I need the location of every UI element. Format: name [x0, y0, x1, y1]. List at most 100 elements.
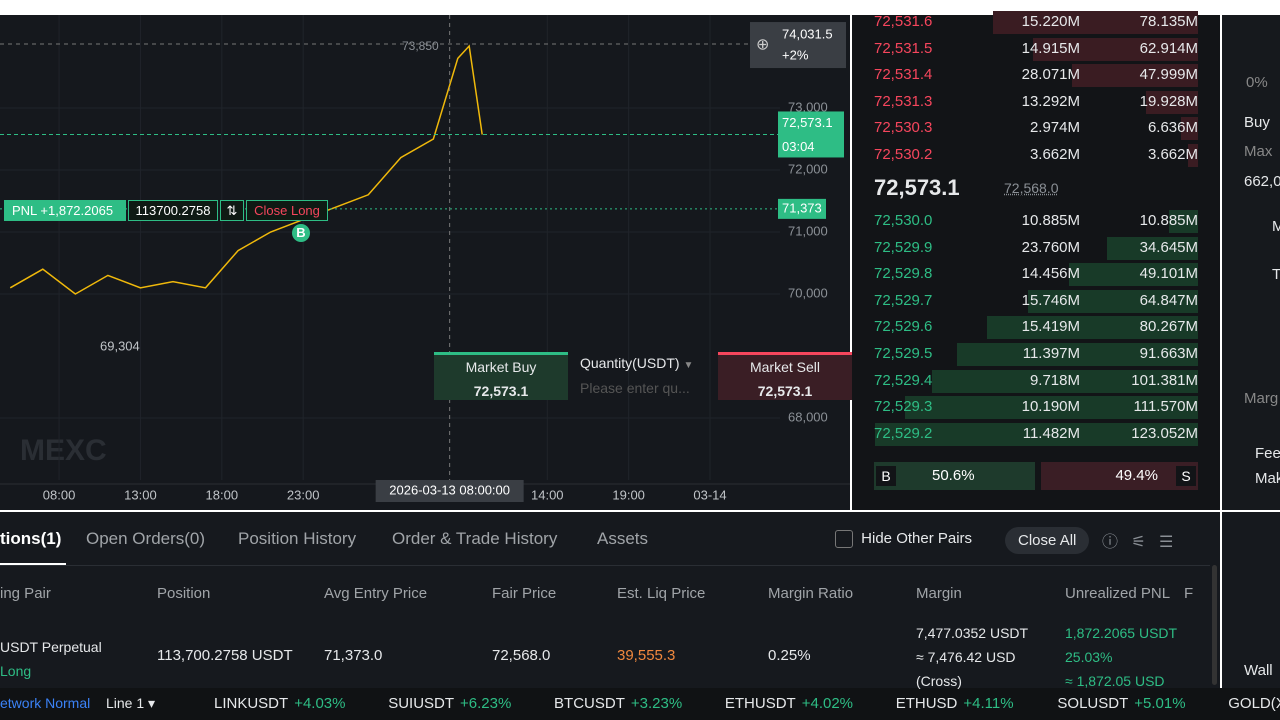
crosshair-x-label: 2026-03-13 08:00:00	[389, 482, 510, 497]
ticker-change: +5.01%	[1134, 695, 1186, 712]
header: Margin Ratio	[768, 585, 854, 602]
x-tick-label: 23:00	[287, 487, 320, 502]
ticker-name: SUIUSDT	[388, 695, 455, 712]
side: Long	[0, 663, 32, 679]
close-all-button[interactable]: Close All	[1005, 527, 1090, 554]
ticker-tape	[0, 688, 1280, 720]
entry: 71,373.0	[324, 647, 383, 664]
high-label: 73,850	[402, 39, 439, 53]
watermark: MEXC	[20, 434, 107, 467]
price: 72,529.3	[874, 398, 933, 416]
mode: (Cross)	[916, 673, 962, 689]
low-label: 69,304	[100, 338, 140, 353]
crosshair-change: +2%	[782, 47, 809, 62]
line: Line 1 ▾	[106, 695, 156, 711]
liq: 39,555.3	[617, 647, 676, 664]
sell-ratio	[1040, 462, 1198, 490]
buy-tag: B	[876, 466, 896, 486]
margin-cell: 7,477.0352 USDT ≈ 7,476.42 USD (Cross)	[916, 621, 1028, 693]
tab[interactable]: Order & Trade History	[392, 529, 558, 548]
total: 91.663M	[1139, 345, 1198, 362]
price: 72,529.8	[874, 265, 933, 283]
side-text: Marg	[1244, 390, 1279, 407]
tab[interactable]: Assets	[597, 529, 649, 548]
qty: Quantity(USDT)	[580, 355, 680, 371]
y-tick-label: 72,000	[788, 161, 828, 176]
total: 111.570M	[1133, 398, 1199, 416]
market-sell: Market Sell	[749, 359, 821, 375]
price: 72,529.5	[874, 345, 933, 362]
x-tick-label: 18:00	[206, 487, 239, 502]
side-text: T	[1272, 266, 1280, 283]
depth-bar	[957, 343, 1198, 366]
qty-input[interactable]: Please enter qu...	[580, 380, 690, 396]
amount: 15.220M	[1021, 13, 1080, 30]
header: F	[1184, 585, 1194, 602]
tab[interactable]: Position History	[238, 529, 357, 548]
x-tick-label: 13:00	[124, 487, 157, 502]
pair-cell: USDT Perpetual Long	[0, 635, 102, 683]
side-text: 662,0	[1244, 173, 1280, 190]
depth-bar	[905, 396, 1198, 420]
network: etwork Normal	[0, 695, 91, 711]
ticker-name: ETHUSDT	[724, 695, 796, 712]
reverse-button[interactable]: ⇅	[220, 200, 244, 221]
position: 113,700.2758 USDT	[157, 647, 293, 664]
ticker-name: ETHUSD	[895, 695, 958, 712]
pnl: 1,872.2065 USDT	[1065, 625, 1178, 641]
chart-panel	[0, 15, 850, 510]
countdown: 03:04	[782, 139, 815, 154]
crosshair-y-box	[750, 22, 846, 69]
buy-ratio-label: 50.6%	[932, 467, 975, 484]
total: 62.914M	[1139, 39, 1198, 57]
total: 49.101M	[1139, 265, 1198, 283]
depth-bar	[931, 369, 1198, 393]
x-tick-label: 14:00	[531, 487, 564, 502]
side-panel	[1222, 15, 1280, 510]
depth-bar	[1072, 64, 1198, 88]
ticker-change: +4.11%	[963, 695, 1014, 712]
side-text: 0%	[1246, 74, 1268, 91]
crosshair-y-label: 74,031.5	[782, 26, 833, 41]
amount: 9.718M	[1029, 371, 1080, 389]
market-buy-price: 72,573.1	[473, 383, 529, 399]
tab[interactable]: Open Orders(0)	[86, 529, 206, 548]
line-text: Line 1	[106, 695, 145, 711]
amount: 11.482M	[1022, 424, 1080, 442]
amount: 15.746M	[1021, 291, 1080, 309]
sell-tag: S	[1176, 466, 1196, 486]
sell-ratio-label: 49.4%	[1115, 467, 1158, 484]
depth-bar	[1032, 37, 1198, 61]
header: Position	[157, 585, 211, 602]
icons: ⓘ ⚟ ☰	[1102, 534, 1174, 551]
current-price-label: 72,573.1	[782, 115, 833, 130]
hide-other[interactable]: Hide Other Pairs	[835, 530, 972, 549]
x-tick-label: 19:00	[612, 487, 645, 502]
ticker-change: +4.02%	[801, 695, 854, 712]
price: 72,529.7	[874, 291, 933, 309]
pair: USDT Perpetual	[0, 639, 102, 655]
total: 101.381M	[1131, 371, 1198, 389]
ratio: 0.25%	[768, 647, 811, 664]
tab[interactable]: tions(1)	[0, 529, 62, 548]
x-tick-label: 03-14	[693, 487, 726, 502]
qty-label: Quantity(USDT) ▼	[580, 355, 694, 371]
total: 34.645M	[1139, 238, 1198, 256]
total: 47.999M	[1139, 66, 1198, 84]
depth-bar	[1069, 263, 1198, 287]
market-buy-button[interactable]: Market Buy 72,573.1	[434, 352, 568, 400]
header: ing Pair	[0, 585, 51, 602]
fair: 72,568.0	[492, 647, 551, 664]
pnl-usd: ≈ 1,872.05 USD	[1065, 673, 1165, 689]
market-sell-button[interactable]: Market Sell 72,573.1	[718, 352, 852, 400]
price: 72,530.0	[874, 212, 933, 229]
price: 72,529.6	[874, 318, 933, 336]
current-price-box	[778, 111, 844, 158]
crosshair-x-box	[375, 480, 524, 502]
depth-bar	[875, 422, 1198, 446]
close-long-button[interactable]: Close Long	[246, 200, 328, 221]
price: 72,529.4	[874, 371, 933, 389]
amount: 3.662M	[1029, 146, 1080, 163]
chart: MEXC 68,000 70,000 71,000 72,000 73,000 08:00…	[0, 15, 850, 502]
side-text: Wall	[1244, 662, 1273, 679]
